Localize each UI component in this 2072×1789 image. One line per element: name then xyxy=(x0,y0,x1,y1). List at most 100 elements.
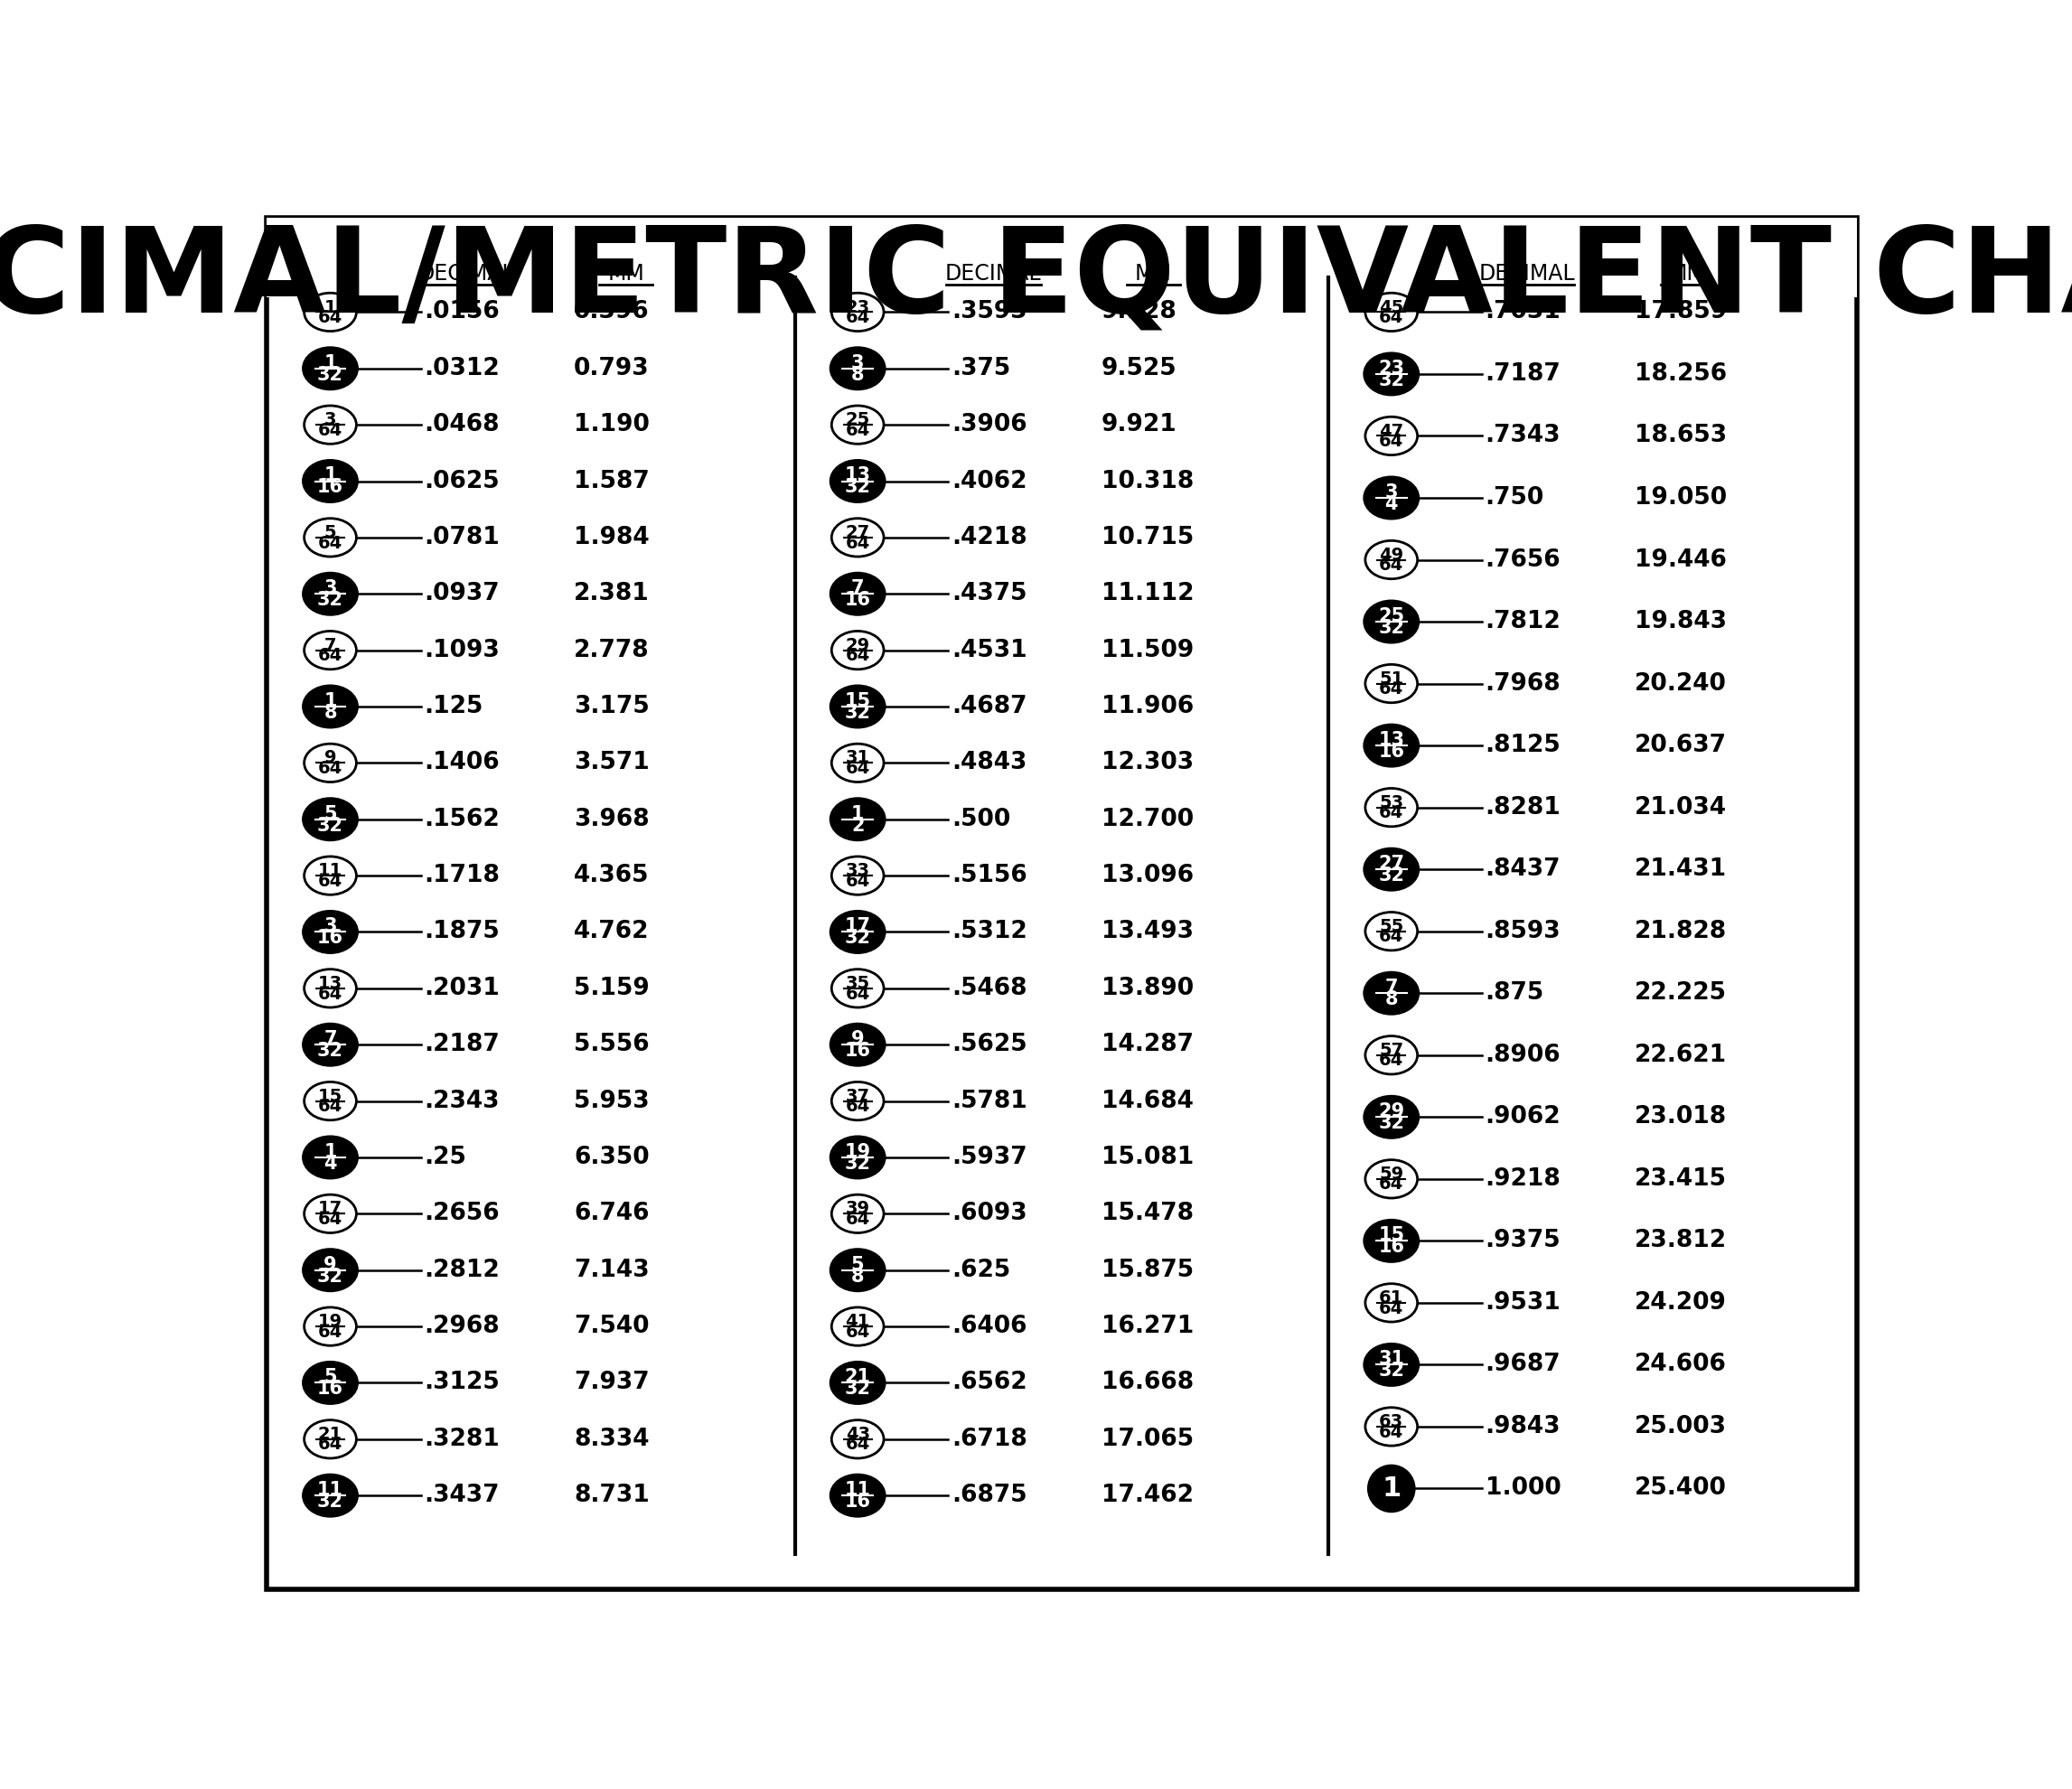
Text: .3906: .3906 xyxy=(951,413,1028,437)
Text: MM: MM xyxy=(607,263,644,284)
Text: .8906: .8906 xyxy=(1486,1043,1560,1066)
Text: DECIMAL/METRIC EQUIVALENT CHART: DECIMAL/METRIC EQUIVALENT CHART xyxy=(0,222,2072,336)
Text: 7.937: 7.937 xyxy=(574,1370,649,1395)
Ellipse shape xyxy=(831,519,885,556)
Text: 64: 64 xyxy=(845,873,870,889)
Text: 5: 5 xyxy=(323,805,338,823)
Text: 64: 64 xyxy=(1380,680,1403,698)
Ellipse shape xyxy=(1363,973,1419,1014)
Text: 1: 1 xyxy=(323,354,338,372)
Text: DECIMAL: DECIMAL xyxy=(945,263,1042,284)
Text: 18.653: 18.653 xyxy=(1635,424,1728,447)
Text: 2.381: 2.381 xyxy=(574,581,649,606)
Text: 16: 16 xyxy=(1378,742,1405,760)
Text: .7968: .7968 xyxy=(1486,673,1560,696)
Ellipse shape xyxy=(303,1023,356,1066)
Text: 21: 21 xyxy=(845,1369,870,1386)
Text: 3: 3 xyxy=(852,354,864,372)
Text: 21.828: 21.828 xyxy=(1635,920,1728,943)
Text: 64: 64 xyxy=(317,422,342,438)
Ellipse shape xyxy=(1365,1408,1417,1446)
Text: 7.540: 7.540 xyxy=(574,1315,649,1338)
Text: 45: 45 xyxy=(1380,299,1403,317)
Text: 64: 64 xyxy=(317,648,342,664)
Ellipse shape xyxy=(303,460,356,503)
Text: 22.621: 22.621 xyxy=(1635,1043,1728,1066)
Text: 18.256: 18.256 xyxy=(1635,361,1728,386)
Text: 17.859: 17.859 xyxy=(1635,301,1728,324)
Text: 33: 33 xyxy=(845,862,870,880)
Text: 39: 39 xyxy=(845,1200,870,1218)
Text: 1: 1 xyxy=(323,299,336,317)
Ellipse shape xyxy=(831,744,885,782)
Text: 23.018: 23.018 xyxy=(1635,1106,1728,1129)
Text: 5: 5 xyxy=(852,1256,864,1274)
Text: .6093: .6093 xyxy=(951,1202,1028,1225)
Ellipse shape xyxy=(831,1249,885,1292)
Text: 15: 15 xyxy=(317,1088,342,1106)
Text: 32: 32 xyxy=(845,928,870,946)
Text: .5625: .5625 xyxy=(951,1032,1028,1057)
Text: 22.225: 22.225 xyxy=(1635,982,1728,1005)
Text: .0781: .0781 xyxy=(425,526,499,549)
Text: .8281: .8281 xyxy=(1486,796,1560,819)
Text: 37: 37 xyxy=(845,1088,870,1106)
Text: .5468: .5468 xyxy=(951,977,1028,1000)
Ellipse shape xyxy=(831,1420,885,1458)
Ellipse shape xyxy=(1365,1159,1417,1199)
Text: .6406: .6406 xyxy=(951,1315,1028,1338)
Ellipse shape xyxy=(1363,478,1419,519)
Text: .2812: .2812 xyxy=(425,1258,499,1283)
Text: .3281: .3281 xyxy=(425,1428,499,1451)
Text: 17: 17 xyxy=(845,918,870,936)
Text: 14.287: 14.287 xyxy=(1100,1032,1193,1057)
Text: 1: 1 xyxy=(323,692,338,710)
Text: .4687: .4687 xyxy=(951,694,1028,719)
Text: .5781: .5781 xyxy=(951,1090,1028,1113)
Text: 24.606: 24.606 xyxy=(1635,1352,1726,1376)
Text: 11.112: 11.112 xyxy=(1100,581,1193,606)
Text: 13.890: 13.890 xyxy=(1100,977,1193,1000)
Text: .1875: .1875 xyxy=(425,920,499,945)
Text: 4: 4 xyxy=(323,1154,338,1172)
Text: 64: 64 xyxy=(1380,928,1403,945)
Text: 16: 16 xyxy=(317,1379,344,1397)
Ellipse shape xyxy=(831,911,885,954)
Text: 32: 32 xyxy=(845,1154,870,1172)
Text: 19: 19 xyxy=(845,1143,870,1161)
Ellipse shape xyxy=(831,1023,885,1066)
Ellipse shape xyxy=(831,970,885,1007)
Ellipse shape xyxy=(1365,540,1417,580)
Text: 32: 32 xyxy=(317,1267,344,1285)
Text: .3593: .3593 xyxy=(951,301,1028,324)
Ellipse shape xyxy=(305,1195,356,1233)
Text: 32: 32 xyxy=(845,478,870,496)
Ellipse shape xyxy=(305,1082,356,1120)
Text: 11: 11 xyxy=(845,1481,870,1499)
Text: 5.953: 5.953 xyxy=(574,1090,649,1113)
Ellipse shape xyxy=(1365,789,1417,827)
Text: .5937: .5937 xyxy=(951,1145,1028,1170)
Text: MM: MM xyxy=(1135,263,1173,284)
Text: 1.000: 1.000 xyxy=(1486,1476,1560,1501)
Text: 64: 64 xyxy=(845,760,870,776)
Text: 13.096: 13.096 xyxy=(1100,864,1193,887)
Text: DECIMAL: DECIMAL xyxy=(419,263,514,284)
Text: .9687: .9687 xyxy=(1486,1352,1560,1376)
Text: .7187: .7187 xyxy=(1486,361,1560,386)
Text: 13: 13 xyxy=(845,467,870,485)
Text: .1718: .1718 xyxy=(425,864,499,887)
Text: 11: 11 xyxy=(317,862,342,880)
Text: 64: 64 xyxy=(845,309,870,326)
Text: 64: 64 xyxy=(1380,433,1403,451)
Text: 6.746: 6.746 xyxy=(574,1202,649,1225)
Text: 10.715: 10.715 xyxy=(1100,526,1193,549)
Text: 32: 32 xyxy=(1378,1115,1405,1132)
Text: 12.303: 12.303 xyxy=(1100,751,1193,775)
Ellipse shape xyxy=(305,293,356,331)
Ellipse shape xyxy=(831,1361,885,1404)
Text: .1406: .1406 xyxy=(425,751,499,775)
Text: 64: 64 xyxy=(317,1437,342,1453)
Text: 23.415: 23.415 xyxy=(1635,1166,1728,1191)
Text: .6875: .6875 xyxy=(951,1483,1028,1508)
